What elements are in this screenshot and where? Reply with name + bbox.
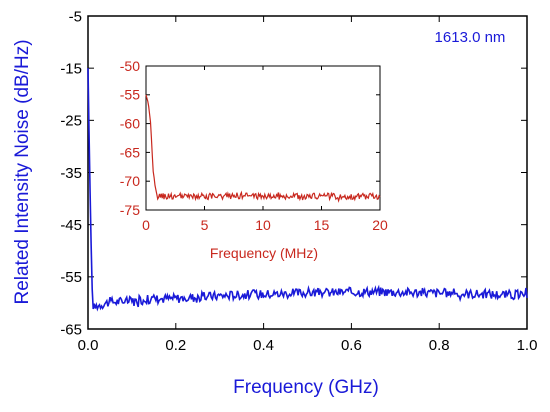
y-tick-label: -65 [60,321,82,338]
y-tick-label: -50 [120,58,140,74]
x-tick-label: 1.0 [517,337,538,354]
main-x-axis-label: Frequency (GHz) [233,377,379,398]
x-tick-label: 0.2 [165,337,186,354]
y-tick-label: -45 [60,217,82,234]
main-x-axis: 0.0 0.2 0.4 0.6 0.8 1.0 [78,16,538,354]
y-tick-label: -75 [120,202,140,218]
y-tick-label: -25 [60,113,82,130]
x-tick-label: 0.0 [78,337,99,354]
inset-series-line [145,94,381,203]
inset-background [146,66,380,210]
y-tick-label: -65 [120,144,140,160]
main-plot: -5-15-25-35-45-55-65 0.0 0.2 0.4 0.6 0.8 1.0 … [12,8,537,398]
inset-y-axis: -50 -55 -60 -65 -70 -75 [120,58,380,218]
inset-plot: -50 -55 -60 -65 -70 -75 0 5 10 15 20 Frequency (M… [120,58,388,261]
y-tick-label: -55 [120,87,140,103]
x-tick-label: 10 [255,217,271,233]
y-tick-label: -70 [120,173,140,189]
x-tick-label: 0.4 [253,337,274,354]
x-tick-label: 15 [314,217,330,233]
y-tick-label: -5 [69,8,82,25]
main-series-line [87,68,528,312]
y-tick-label: -60 [120,116,140,132]
main-y-axis-label: Related Intensity Noise (dB/Hz) [12,39,33,304]
y-tick-label: -35 [60,165,82,182]
inset-x-axis-label: Frequency (MHz) [210,245,318,261]
x-tick-label: 20 [372,217,388,233]
x-tick-label: 5 [201,217,209,233]
y-tick-label: -15 [60,60,82,77]
inset-x-axis: 0 5 10 15 20 [142,66,388,233]
x-tick-label: 0.6 [341,337,362,354]
wavelength-annotation: 1613.0 nm [435,29,506,46]
x-tick-label: 0.8 [429,337,450,354]
x-tick-label: 0 [142,217,150,233]
y-tick-label: -55 [60,269,82,286]
